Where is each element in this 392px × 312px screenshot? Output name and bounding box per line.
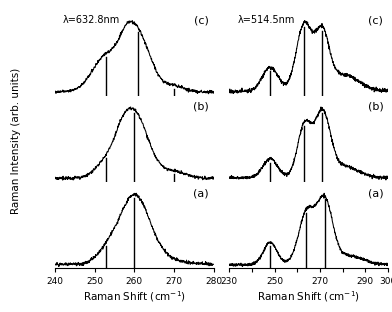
Text: (c): (c): [194, 15, 209, 25]
Text: λ=632.8nm: λ=632.8nm: [63, 15, 120, 25]
Text: λ=514.5nm: λ=514.5nm: [237, 15, 295, 25]
Text: (b): (b): [193, 102, 209, 112]
Text: (a): (a): [368, 188, 383, 198]
Text: (a): (a): [193, 188, 209, 198]
X-axis label: Raman Shift (cm$^{-1}$): Raman Shift (cm$^{-1}$): [257, 289, 360, 304]
Text: Raman Intensity (arb. units): Raman Intensity (arb. units): [11, 67, 21, 213]
X-axis label: Raman Shift (cm$^{-1}$): Raman Shift (cm$^{-1}$): [83, 289, 186, 304]
Text: (b): (b): [368, 102, 383, 112]
Text: (c): (c): [368, 15, 383, 25]
